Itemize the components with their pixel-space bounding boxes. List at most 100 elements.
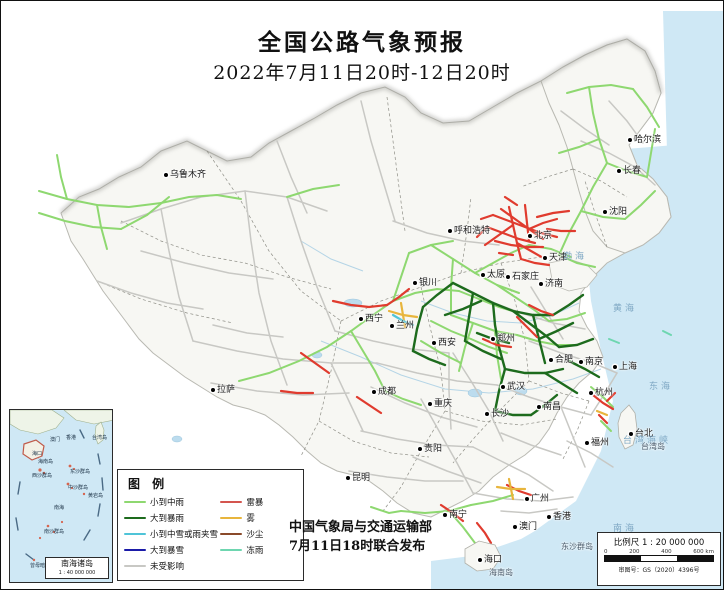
- geo-label-海南岛: 海南岛: [489, 568, 513, 577]
- city-label-台北: 台北: [629, 426, 653, 439]
- geo-label-东沙群岛: 东沙群岛: [561, 542, 593, 551]
- city-label-合肥: 合肥: [549, 352, 573, 365]
- city-name: 台北: [635, 429, 654, 439]
- city-marker-icon: [528, 233, 532, 238]
- inset-label-西沙群岛: 西沙群岛: [32, 473, 53, 479]
- ocean-ne: [663, 11, 723, 151]
- city-name: 上海: [619, 362, 638, 372]
- scale-box: 比例尺 1 : 20 000 000 0 200 400 600 km 审图号：GS（…: [597, 532, 721, 586]
- inset-guangdong: [63, 410, 112, 425]
- page-subtitle: 2022年7月11日20时-12日20时: [213, 62, 511, 84]
- city-marker-icon: [372, 389, 376, 394]
- city-marker-icon: [537, 404, 541, 409]
- city-label-太原: 太原: [481, 267, 505, 280]
- legend-swatch-icon: [124, 548, 146, 552]
- legend-item-小到中雨: 小到中雨: [124, 495, 220, 509]
- legend-item-label: 雾: [246, 514, 255, 524]
- city-marker-icon: [613, 364, 617, 369]
- map-approval-number: 审图号：GS（2020）4396号: [618, 567, 700, 574]
- city-name: 武汉: [507, 382, 526, 392]
- inset-label-中沙群岛: 中沙群岛: [68, 485, 89, 491]
- city-label-长春: 长春: [617, 163, 641, 176]
- city-label-沈阳: 沈阳: [603, 204, 627, 217]
- city-label-昆明: 昆明: [346, 470, 370, 483]
- city-name: 长春: [623, 166, 642, 176]
- city-name: 西宁: [365, 314, 384, 324]
- legend-column-left: 小到中雨 大到暴雨 小到中雪或雨夹雪 大到暴雪 未受影响: [124, 495, 220, 573]
- roads-unaffected: [96, 100, 656, 514]
- legend-item-雷暴: 雷暴: [220, 495, 297, 509]
- city-label-澳门: 澳门: [513, 519, 537, 532]
- city-label-成都: 成都: [372, 384, 396, 397]
- city-marker-icon: [478, 557, 482, 562]
- legend-item-label: 未受影响: [150, 562, 185, 572]
- sea-label-南海: 南海: [613, 524, 638, 534]
- city-label-北京: 北京: [528, 228, 552, 241]
- city-label-杭州: 杭州: [589, 385, 613, 398]
- city-name: 香港: [553, 512, 572, 522]
- sea-label-台湾海峡: 台湾海峡: [623, 436, 672, 446]
- city-label-海口: 海口: [478, 552, 502, 565]
- city-marker-icon: [539, 281, 543, 286]
- scale-tick: 200: [629, 549, 640, 555]
- city-marker-icon: [629, 431, 633, 436]
- legend-item-冻雨: 冻雨: [220, 543, 297, 557]
- city-name: 成都: [378, 387, 397, 397]
- inset-label-南沙群岛: 南沙群岛: [44, 529, 65, 535]
- city-label-天津: 天津: [543, 250, 567, 263]
- city-label-济南: 济南: [539, 276, 563, 289]
- legend-column-right: 雷暴雾沙尘 冻雨: [220, 495, 297, 573]
- hainan-island: [464, 540, 502, 572]
- legend-title: 图 例: [128, 477, 169, 491]
- city-label-广州: 广州: [525, 491, 549, 504]
- city-marker-icon: [589, 390, 593, 395]
- city-label-武汉: 武汉: [501, 379, 525, 392]
- city-marker-icon: [585, 440, 589, 445]
- city-label-石家庄: 石家庄: [506, 269, 539, 282]
- city-marker-icon: [432, 340, 436, 345]
- city-name: 西安: [438, 338, 457, 348]
- inset-name: 南海诸岛: [61, 559, 93, 568]
- inset-map-svg: [10, 410, 112, 582]
- legend-swatch-icon: [124, 564, 146, 568]
- inset-label-台湾岛: 台湾岛: [92, 435, 108, 441]
- legend-item-label: 冻雨: [246, 546, 264, 556]
- inset-name-box: 南海诸岛 1 : 40 000 000: [45, 557, 109, 579]
- city-marker-icon: [164, 172, 168, 177]
- scale-label: 比例尺: [613, 538, 640, 548]
- city-name: 天津: [549, 253, 568, 263]
- sea-label-渤海: 渤海: [563, 252, 588, 262]
- geo-label-台湾岛: 台湾岛: [641, 442, 665, 451]
- city-name: 贵阳: [424, 444, 443, 454]
- city-name: 哈尔滨: [634, 135, 662, 145]
- attribution-line-1: 中国气象局与交通运输部: [289, 520, 433, 535]
- scale-tick-labels: 0 200 400 600 km: [602, 548, 716, 555]
- inset-label-东沙群岛: 东沙群岛: [70, 469, 91, 475]
- legend-swatch-icon: [220, 532, 243, 536]
- city-label-南昌: 南昌: [537, 399, 561, 412]
- legend-item-label: 雷暴: [246, 498, 264, 508]
- inset-label-海口: 海口: [32, 451, 43, 457]
- city-label-福州: 福州: [585, 435, 609, 448]
- city-label-南宁: 南宁: [443, 507, 467, 520]
- city-label-乌鲁木齐: 乌鲁木齐: [164, 167, 206, 180]
- legend-swatch-icon: [124, 500, 146, 504]
- city-label-重庆: 重庆: [428, 396, 452, 409]
- inset-taiwan: [94, 421, 105, 445]
- city-marker-icon: [443, 512, 447, 517]
- city-marker-icon: [549, 357, 553, 362]
- city-name: 广州: [531, 494, 550, 504]
- city-name: 兰州: [396, 321, 415, 331]
- attribution-line-2: 7月11日18时联合发布: [289, 538, 426, 554]
- legend-item-label: 小到中雨: [150, 498, 185, 508]
- city-marker-icon: [413, 280, 417, 285]
- legend-swatch-icon: [220, 548, 243, 552]
- city-name: 福州: [591, 438, 610, 448]
- inset-hainan: [22, 439, 45, 461]
- city-label-西宁: 西宁: [359, 311, 383, 324]
- city-name: 济南: [545, 279, 564, 289]
- city-label-兰州: 兰州: [390, 318, 414, 331]
- city-marker-icon: [543, 255, 547, 260]
- legend-swatch-icon: [124, 516, 146, 520]
